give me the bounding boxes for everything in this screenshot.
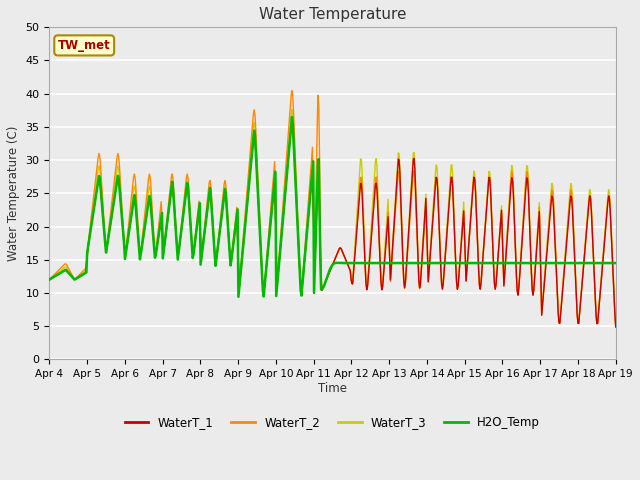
Line: H2O_Temp: H2O_Temp	[49, 117, 616, 297]
H2O_Temp	[114, 173, 122, 179]
X-axis label: Time: Time	[318, 382, 347, 395]
H2O_Temp	[288, 114, 296, 120]
H2O_Temp	[45, 277, 53, 283]
WaterT_3	[45, 276, 53, 282]
WaterT_3	[114, 163, 122, 169]
Line: WaterT_2: WaterT_2	[49, 91, 616, 327]
WaterT_3	[172, 222, 179, 228]
H2O_Temp	[56, 271, 63, 276]
WaterT_1	[288, 120, 296, 125]
WaterT_2	[612, 324, 620, 330]
WaterT_3	[419, 242, 427, 248]
WaterT_2	[172, 216, 179, 221]
WaterT_2	[288, 88, 296, 94]
H2O_Temp	[202, 223, 209, 229]
Text: TW_met: TW_met	[58, 39, 111, 52]
WaterT_1	[172, 222, 179, 228]
WaterT_2	[202, 217, 209, 223]
WaterT_3	[202, 220, 209, 226]
WaterT_1	[403, 267, 410, 273]
WaterT_1	[45, 276, 53, 282]
H2O_Temp	[235, 294, 243, 300]
WaterT_3	[403, 265, 410, 271]
Line: WaterT_1: WaterT_1	[49, 122, 616, 327]
WaterT_1	[419, 245, 427, 251]
WaterT_3	[288, 107, 296, 112]
WaterT_1	[114, 176, 122, 181]
WaterT_2	[114, 151, 122, 156]
WaterT_2	[56, 266, 63, 272]
Y-axis label: Water Temperature (C): Water Temperature (C)	[7, 126, 20, 261]
WaterT_2	[45, 276, 53, 282]
H2O_Temp	[403, 260, 411, 266]
WaterT_2	[419, 249, 427, 255]
WaterT_1	[56, 271, 63, 276]
H2O_Temp	[612, 260, 620, 266]
WaterT_3	[612, 324, 620, 330]
H2O_Temp	[420, 260, 428, 266]
WaterT_1	[612, 324, 620, 330]
H2O_Temp	[172, 222, 179, 228]
WaterT_3	[56, 268, 63, 274]
Line: WaterT_3: WaterT_3	[49, 109, 616, 327]
Title: Water Temperature: Water Temperature	[259, 7, 406, 22]
Legend: WaterT_1, WaterT_2, WaterT_3, H2O_Temp: WaterT_1, WaterT_2, WaterT_3, H2O_Temp	[120, 412, 545, 434]
WaterT_2	[403, 270, 410, 276]
WaterT_1	[202, 223, 209, 229]
